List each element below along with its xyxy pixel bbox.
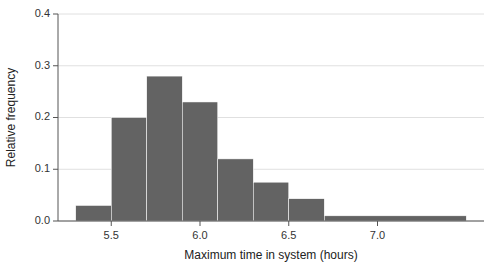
y-tick — [53, 65, 58, 66]
grid-line — [58, 221, 484, 222]
x-tick — [200, 221, 201, 226]
x-tick-label: 6.5 — [281, 229, 296, 241]
bar — [147, 76, 183, 221]
bar — [76, 205, 112, 221]
x-tick — [377, 221, 378, 226]
grid — [58, 14, 484, 221]
y-tick — [53, 117, 58, 118]
y-tick-label: 0.1 — [35, 162, 50, 174]
y-tick — [53, 14, 58, 15]
bar — [253, 182, 289, 221]
y-axis-line — [58, 14, 59, 221]
bars — [76, 76, 467, 221]
bar — [289, 199, 325, 221]
y-tick — [53, 169, 58, 170]
grid-line — [58, 65, 484, 66]
x-axis-label: Maximum time in system (hours) — [184, 248, 357, 262]
bar — [182, 102, 218, 221]
y-tick-label: 0.4 — [35, 7, 50, 19]
bar — [111, 118, 147, 222]
y-tick-label: 0.0 — [35, 214, 50, 226]
y-tick-label: 0.2 — [35, 110, 50, 122]
grid-line — [58, 14, 484, 15]
x-tick — [288, 221, 289, 226]
bar — [324, 216, 466, 221]
bar — [218, 159, 254, 221]
chart: 0.0 0.1 0.2 0.3 0.4 5.5 6.0 6.5 7.0 Maximum time … — [0, 0, 500, 267]
x-tick — [111, 221, 112, 226]
y-tick — [53, 221, 58, 222]
y-axis-label: Relative frequency — [4, 68, 18, 167]
y-tick-label: 0.3 — [35, 59, 50, 71]
x-tick-label: 5.5 — [104, 229, 119, 241]
x-tick-label: 7.0 — [370, 229, 385, 241]
x-axis-line — [58, 221, 484, 222]
x-tick-label: 6.0 — [192, 229, 207, 241]
